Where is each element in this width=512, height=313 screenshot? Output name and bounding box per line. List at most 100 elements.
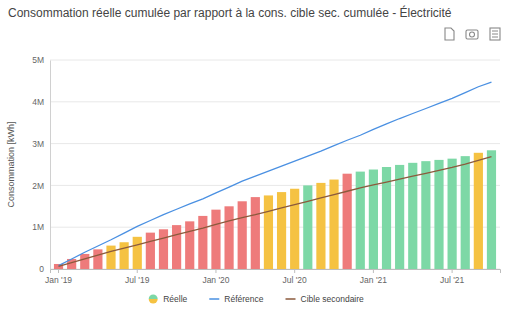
grid bbox=[50, 60, 500, 269]
icon-shape bbox=[445, 28, 454, 40]
x-tick: Jan '20 bbox=[202, 269, 229, 285]
bar bbox=[198, 216, 207, 269]
toolbar bbox=[445, 28, 500, 40]
y-tick-label: 5M bbox=[32, 55, 44, 65]
x-tick-mark bbox=[215, 269, 216, 273]
line-series bbox=[59, 157, 492, 267]
icon-shape bbox=[492, 31, 498, 32]
y-tick: 0 bbox=[39, 264, 50, 274]
x-tick-label: Jul '19 bbox=[125, 275, 150, 285]
x-tick: Jul '20 bbox=[283, 269, 308, 285]
grid-line bbox=[50, 101, 500, 102]
bar bbox=[159, 229, 168, 269]
x-tick-label: Jul '20 bbox=[283, 275, 308, 285]
bar bbox=[421, 161, 430, 269]
bar bbox=[408, 163, 417, 269]
y-tick-label: 0 bbox=[39, 264, 44, 274]
bar bbox=[329, 180, 338, 269]
grid-line bbox=[50, 143, 500, 144]
x-tick-label: Jul '21 bbox=[440, 275, 465, 285]
y-tick-label: 1M bbox=[32, 222, 44, 232]
bar bbox=[264, 195, 273, 269]
icon-shape bbox=[466, 30, 478, 39]
bar bbox=[93, 249, 102, 269]
legend-label: Cible secondaire bbox=[301, 294, 365, 304]
grid-line bbox=[50, 60, 500, 61]
y-axis: 0 1M 2M 3M 4M 5M bbox=[32, 55, 50, 274]
grid-line bbox=[50, 227, 500, 228]
x-tick-mark bbox=[373, 269, 374, 273]
plot-area bbox=[54, 82, 496, 269]
x-tick-mark bbox=[137, 269, 138, 273]
bar bbox=[80, 254, 89, 269]
toolbar-icon[interactable] bbox=[490, 28, 500, 40]
icon-shape bbox=[492, 34, 498, 35]
bar bbox=[185, 221, 194, 269]
x-tick: Jul '19 bbox=[125, 269, 150, 285]
legend-label: Réelle bbox=[163, 294, 187, 304]
legend-swatch bbox=[149, 295, 158, 300]
bar bbox=[487, 150, 496, 269]
y-tick: 3M bbox=[32, 139, 50, 149]
x-tick: Jan '19 bbox=[45, 269, 72, 285]
toolbar-icon[interactable] bbox=[445, 28, 454, 40]
y-tick: 2M bbox=[32, 181, 50, 191]
chart-svg: Consommation réelle cumulée par rapport … bbox=[0, 0, 512, 313]
y-tick: 1M bbox=[32, 222, 50, 232]
bar bbox=[224, 206, 233, 269]
bar bbox=[211, 210, 220, 269]
icon-shape bbox=[490, 28, 500, 40]
y-tick-label: 3M bbox=[32, 139, 44, 149]
bar bbox=[356, 172, 365, 269]
x-tick-label: Jan '20 bbox=[202, 275, 229, 285]
x-tick-mark bbox=[58, 269, 59, 273]
legend-swatch bbox=[149, 299, 158, 304]
x-tick: Jul '21 bbox=[440, 269, 465, 285]
x-tick-label: Jan '21 bbox=[360, 275, 387, 285]
y-axis-title: Consommation [kWh] bbox=[6, 121, 16, 207]
icon-shape bbox=[470, 32, 475, 37]
bar bbox=[303, 185, 312, 269]
x-tick-mark bbox=[294, 269, 295, 273]
legend: Réelle Référence Cible secondaire bbox=[149, 294, 364, 304]
bar bbox=[120, 242, 129, 269]
bar bbox=[461, 156, 470, 269]
line bbox=[59, 82, 492, 266]
y-axis-line bbox=[50, 61, 51, 270]
legend-swatch bbox=[286, 298, 296, 300]
grid-line bbox=[50, 185, 500, 186]
y-tick: 4M bbox=[32, 97, 50, 107]
icon-shape bbox=[492, 37, 498, 38]
bar bbox=[146, 233, 155, 269]
x-tick-mark bbox=[452, 269, 453, 273]
line-series bbox=[59, 82, 492, 266]
x-tick: Jan '21 bbox=[360, 269, 387, 285]
line bbox=[59, 157, 492, 267]
bar bbox=[251, 197, 260, 269]
bar bbox=[106, 246, 115, 269]
y-tick: 5M bbox=[32, 55, 50, 65]
bar bbox=[290, 189, 299, 269]
chart-title: Consommation réelle cumulée par rapport … bbox=[8, 5, 452, 20]
chart-container: Consommation réelle cumulée par rapport … bbox=[0, 0, 512, 313]
legend-label: Référence bbox=[224, 294, 263, 304]
x-axis-line bbox=[51, 270, 501, 274]
legend-item[interactable]: Référence bbox=[209, 294, 263, 304]
bar bbox=[448, 159, 457, 269]
legend-item[interactable]: Cible secondaire bbox=[286, 294, 365, 304]
bar bbox=[172, 225, 181, 269]
bar bbox=[316, 183, 325, 269]
legend-item[interactable]: Réelle bbox=[149, 294, 188, 304]
x-axis: Jan '19 Jul '19 Jan '20 Jul '20 Jan '21 Jul '… bbox=[45, 269, 501, 285]
bar bbox=[474, 153, 483, 269]
bar bbox=[343, 174, 352, 269]
bar bbox=[277, 192, 286, 269]
bar bbox=[434, 160, 443, 269]
toolbar-icon[interactable] bbox=[466, 30, 478, 39]
legend-swatch bbox=[209, 298, 219, 300]
y-tick-label: 4M bbox=[32, 97, 44, 107]
y-tick-label: 2M bbox=[32, 181, 44, 191]
bar bbox=[395, 165, 404, 269]
bar bbox=[238, 201, 247, 269]
x-tick-label: Jan '19 bbox=[45, 275, 72, 285]
